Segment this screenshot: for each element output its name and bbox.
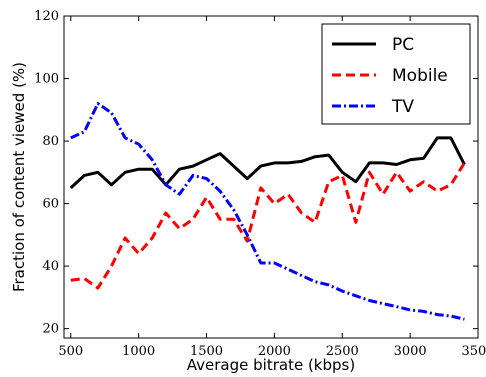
- y-tick-label: 80: [42, 134, 59, 149]
- series-line-pc: [69, 136, 466, 190]
- y-tick-label: 60: [42, 197, 59, 212]
- y-tick-label: 20: [42, 322, 59, 337]
- x-tick-label: 3000: [394, 344, 427, 359]
- legend-label-pc: PC: [392, 35, 414, 55]
- x-axis-label: Average bitrate (kbps): [187, 356, 355, 374]
- y-tick-label: 40: [42, 259, 59, 274]
- x-tick-label: 500: [58, 344, 83, 359]
- y-tick-label: 120: [34, 9, 59, 24]
- series-lines: [69, 102, 466, 321]
- x-tick-label: 1000: [122, 344, 155, 359]
- legend-label-mobile: Mobile: [392, 66, 448, 86]
- legend: PC Mobile TV: [321, 23, 471, 125]
- series-line-mobile: [70, 162, 466, 290]
- x-tick-label: 1500: [190, 344, 223, 359]
- legend-label-tv: TV: [391, 97, 414, 117]
- x-tick-label: 2500: [326, 344, 359, 359]
- y-axis-label: Fraction of content viewed (%): [10, 62, 28, 292]
- x-tick-label: 3500: [461, 344, 486, 359]
- series-line-tv: [70, 102, 465, 321]
- x-tick-label: 2000: [258, 344, 291, 359]
- axis-ticks: 500 1000 1500 2000 2500 3000 3500 20 40 60 80 100 12…: [34, 9, 486, 359]
- y-tick-label: 100: [34, 72, 59, 87]
